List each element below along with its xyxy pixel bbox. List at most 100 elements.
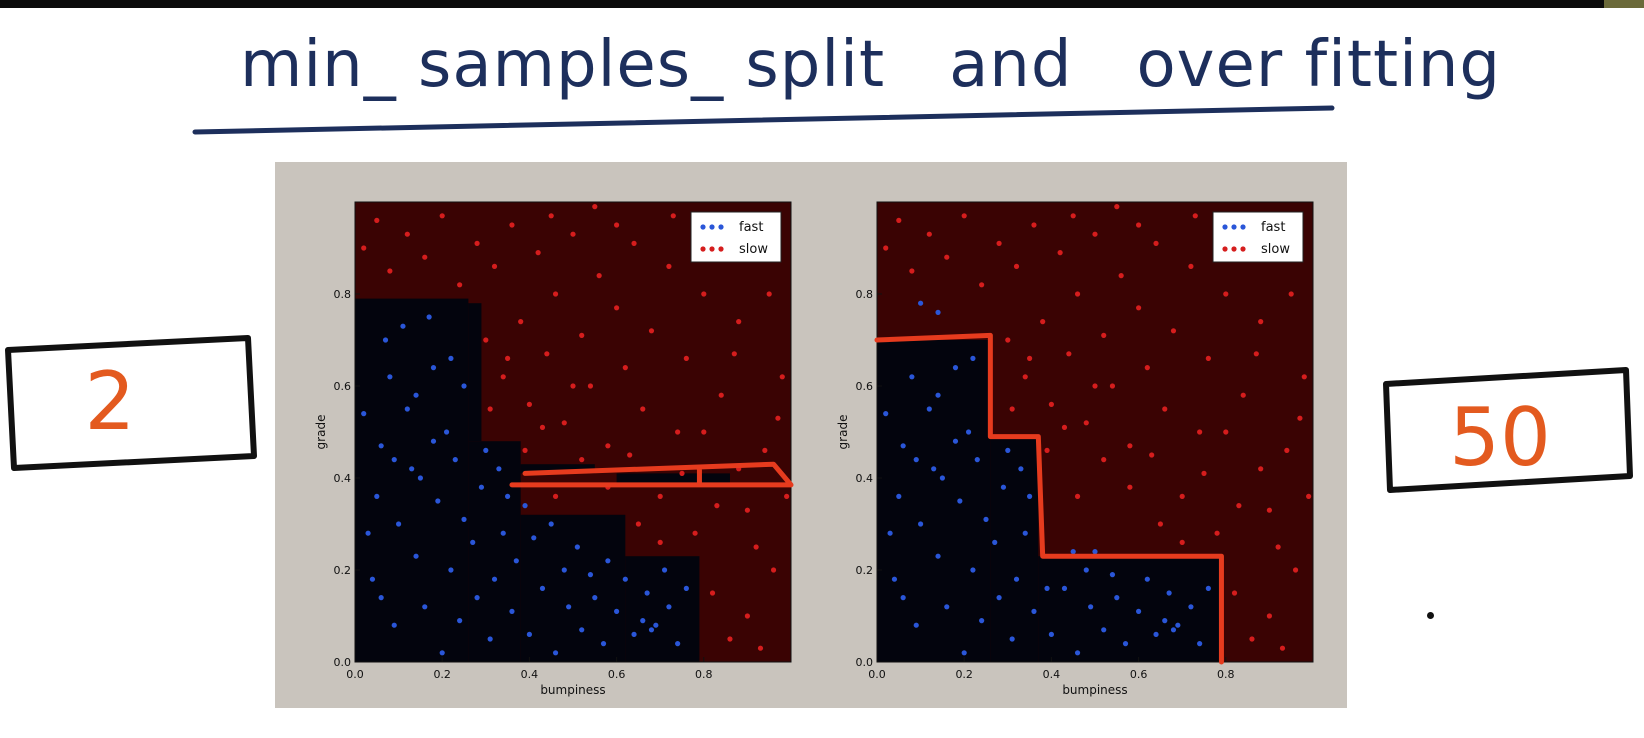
point-slow [701,291,707,297]
point-fast [1005,447,1011,453]
point-slow [439,213,445,219]
point-slow [1101,457,1107,463]
point-fast [666,604,672,610]
legend-marker-fast [700,224,706,230]
point-fast [587,572,594,578]
point-slow [657,539,663,545]
point-fast [531,535,537,541]
point-fast [614,608,620,614]
title-underline [192,105,1335,135]
point-slow [1197,429,1203,435]
point-slow [526,401,532,407]
point-slow [1118,273,1124,279]
point-fast [422,604,428,610]
chart-2: 0.0 0.2 0.4 0.6 0.8 0.0 0.2 0.4 0.6 0.8 bumpiness g… [836,201,1314,697]
point-fast [391,622,397,628]
point-slow [675,429,681,435]
point-slow [1136,305,1142,311]
point-slow [487,406,493,412]
point-fast [513,558,519,564]
point-fast [417,475,423,481]
point-slow [1297,415,1303,421]
annotation-stroke-left [509,461,794,488]
point-slow [1074,493,1081,499]
point-slow [605,443,611,449]
point-fast [1101,627,1107,633]
point-fast [965,429,972,435]
point-fast [413,553,419,559]
point-slow [692,530,698,536]
point-fast [452,457,458,463]
point-fast [926,406,932,412]
point-fast [505,493,511,499]
point-slow [539,424,546,430]
point-slow [1258,319,1264,325]
point-slow [374,217,380,223]
point-fast [939,475,946,481]
point-slow [1284,447,1290,453]
point-slow [1136,222,1142,228]
point-slow [770,567,777,573]
point-fast [1027,493,1033,499]
point-slow [1066,351,1072,357]
point-fast [1074,650,1081,656]
point-fast [1166,590,1172,596]
point-fast [1170,627,1177,633]
decision-region-fast [1038,556,1222,662]
point-fast [1013,576,1020,582]
point-fast [605,558,611,564]
point-slow [1249,636,1255,642]
y-axis-label: grade [314,415,328,450]
annotation-stroke-right [874,332,1224,665]
point-slow [657,493,663,499]
x-tick-label: 0.8 [1217,668,1235,681]
legend-marker-slow [1222,246,1228,252]
point-slow [404,231,410,237]
point-slow [1179,539,1185,545]
point-fast [883,411,889,417]
legend-marker-fast [1222,224,1228,230]
point-slow [1279,645,1286,651]
point-fast [548,521,554,527]
point-slow [1101,332,1107,338]
point-slow [579,457,585,463]
point-slow [1092,383,1098,389]
point-fast [400,323,406,329]
point-slow [491,263,498,269]
point-slow [552,291,559,297]
point-fast [1000,484,1007,490]
point-fast [500,530,506,536]
point-slow [631,240,637,246]
chart-1: 0.0 0.2 0.4 0.6 0.8 0.0 0.2 0.4 0.6 0.8 bumpiness g… [314,201,792,697]
point-slow [1153,240,1159,246]
legend-marker-fast [1231,224,1237,230]
point-slow [570,383,576,389]
point-slow [1048,401,1054,407]
point-fast [509,608,515,614]
point-slow [1092,231,1098,237]
point-fast [430,365,437,371]
point-slow [361,245,367,251]
point-slow [596,273,602,279]
point-slow [744,613,750,619]
point-fast [574,544,580,550]
point-fast [592,595,598,601]
point-fast [409,466,415,472]
point-fast [566,604,572,610]
point-slow [483,337,489,343]
point-fast [970,355,976,361]
point-slow [1022,374,1028,380]
point-slow [1236,503,1242,509]
point-fast [1083,567,1089,573]
point-slow [1170,328,1177,334]
top-bar-accent [1604,0,1644,8]
decision-region-fast [468,441,521,662]
point-slow [1061,424,1068,430]
point-fast [461,516,467,522]
point-fast [579,627,585,633]
point-slow [505,355,511,361]
point-slow [1214,530,1220,536]
point-slow [1074,291,1081,297]
point-slow [1223,429,1229,435]
point-fast [478,484,485,490]
